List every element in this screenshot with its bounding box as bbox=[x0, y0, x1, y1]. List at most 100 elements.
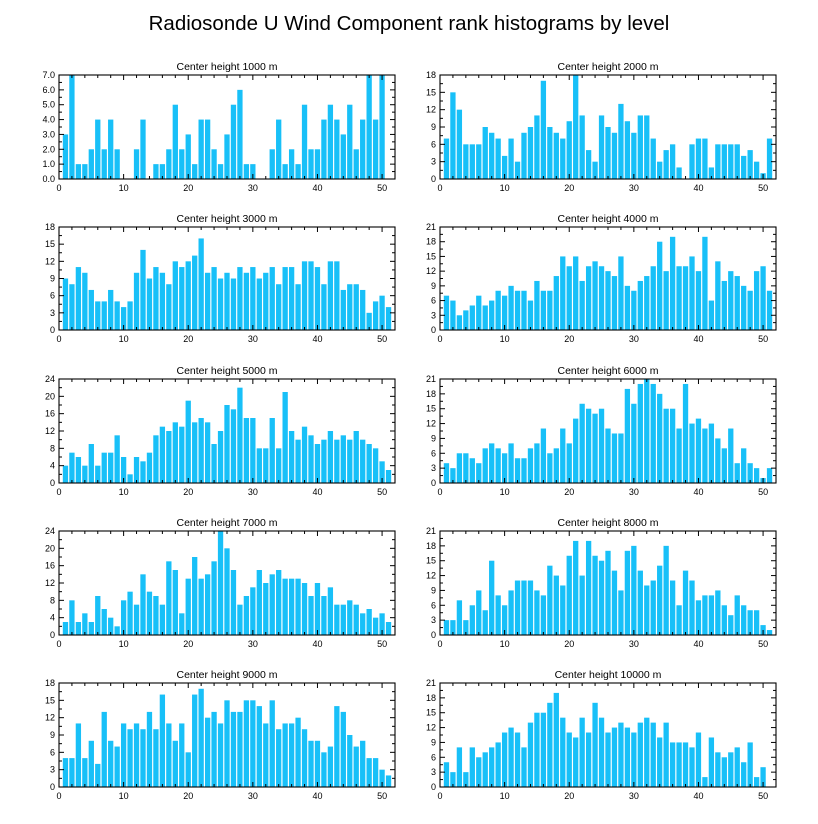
histogram-bar bbox=[295, 578, 301, 635]
histogram-bar bbox=[560, 585, 566, 635]
histogram-bar bbox=[101, 301, 107, 330]
histogram-bar bbox=[540, 80, 547, 179]
histogram-bar bbox=[321, 439, 327, 483]
y-tick-label: 6.0 bbox=[42, 85, 55, 95]
histogram-bar bbox=[120, 600, 127, 635]
histogram-bar bbox=[198, 578, 204, 635]
histogram-bar bbox=[243, 418, 250, 483]
histogram-bar bbox=[360, 289, 366, 330]
y-tick-label: 15 bbox=[426, 556, 436, 566]
histogram-bar bbox=[75, 723, 82, 787]
x-tick-label: 0 bbox=[56, 487, 61, 497]
histogram-bar bbox=[75, 622, 82, 635]
histogram-bar bbox=[179, 613, 185, 635]
histogram-bar bbox=[282, 392, 288, 483]
histogram-bar bbox=[301, 426, 308, 483]
histogram-bar bbox=[224, 134, 230, 179]
histogram-bar bbox=[527, 722, 534, 787]
histogram-bar bbox=[372, 617, 379, 635]
histogram-bar bbox=[566, 555, 572, 635]
histogram-bar bbox=[443, 620, 450, 635]
histogram-bar bbox=[308, 149, 314, 179]
histogram-bar bbox=[372, 119, 379, 179]
y-tick-label: 0 bbox=[50, 630, 55, 640]
y-tick-label: 9 bbox=[431, 737, 436, 747]
histogram-bar bbox=[721, 144, 727, 179]
y-tick-label: 18 bbox=[426, 70, 436, 80]
histogram-bar bbox=[108, 119, 114, 179]
histogram-bar bbox=[237, 604, 243, 635]
histogram-bar bbox=[282, 164, 288, 179]
x-tick-label: 0 bbox=[437, 487, 442, 497]
histogram-bar bbox=[611, 276, 618, 330]
histogram-bar bbox=[340, 711, 346, 787]
histogram-bar bbox=[172, 104, 178, 179]
x-tick-label: 10 bbox=[500, 639, 510, 649]
histogram-bar bbox=[140, 461, 146, 483]
histogram-bar bbox=[689, 580, 695, 635]
histogram-panel: Center height 2000 m 0 10 20 30 40 50 0 3 6 9 12 15 1… bbox=[426, 61, 777, 193]
histogram-bar bbox=[501, 732, 508, 787]
histogram-bar bbox=[469, 458, 475, 483]
histogram-bar bbox=[508, 138, 514, 179]
histogram-bar bbox=[140, 729, 146, 787]
y-tick-label: 8 bbox=[50, 595, 55, 605]
histogram-bar bbox=[101, 609, 107, 635]
histogram-bar bbox=[637, 115, 643, 179]
histogram-bar bbox=[237, 711, 243, 787]
histogram-panel: Center height 6000 m 0 10 20 30 40 50 0 3 6 9 12 15 1… bbox=[426, 365, 777, 497]
histogram-bar bbox=[728, 271, 734, 330]
histogram-bar bbox=[657, 393, 663, 483]
histogram-bar bbox=[263, 583, 269, 635]
histogram-bar bbox=[644, 717, 650, 787]
histogram-bar bbox=[508, 285, 514, 330]
histogram-bar bbox=[753, 468, 760, 483]
histogram-bar bbox=[741, 605, 747, 635]
histogram-bar bbox=[676, 167, 682, 179]
panel-title: Center height 8000 m bbox=[558, 517, 659, 529]
histogram-bar bbox=[204, 717, 211, 787]
histogram-bar bbox=[760, 266, 766, 330]
panel-title: Center height 7000 m bbox=[177, 517, 278, 529]
histogram-bar bbox=[295, 164, 301, 179]
histogram-bar bbox=[708, 167, 715, 179]
histogram-bar bbox=[353, 604, 359, 635]
histogram-bar bbox=[450, 620, 456, 635]
histogram-bar bbox=[172, 740, 178, 787]
histogram-bar bbox=[353, 284, 359, 330]
histogram-bar bbox=[585, 266, 592, 330]
histogram-bar bbox=[314, 583, 321, 635]
panel-title: Center height 2000 m bbox=[558, 61, 659, 73]
histogram-bar bbox=[263, 272, 269, 330]
y-tick-label: 21 bbox=[426, 374, 436, 384]
histogram-bar bbox=[340, 289, 346, 330]
histogram-bar bbox=[385, 622, 392, 635]
histogram-bar bbox=[476, 144, 482, 179]
histogram-bar bbox=[217, 723, 224, 787]
histogram-bar bbox=[288, 578, 295, 635]
histogram-bar bbox=[62, 758, 69, 787]
histogram-bar bbox=[237, 89, 243, 179]
histogram-bar bbox=[308, 261, 314, 330]
histogram-bar bbox=[456, 453, 463, 483]
x-tick-label: 10 bbox=[119, 791, 129, 801]
histogram-bar bbox=[521, 132, 527, 179]
histogram-bar bbox=[695, 271, 702, 330]
histogram-bar bbox=[192, 422, 198, 483]
x-tick-label: 0 bbox=[56, 639, 61, 649]
histogram-bar bbox=[327, 746, 334, 787]
histogram-bar bbox=[766, 468, 773, 483]
histogram-panel: Center height 7000 m 0 10 20 30 40 50 0 4 8 12 16 20… bbox=[45, 517, 396, 649]
histogram-panel: Center height 3000 m 0 10 20 30 40 50 0 3 6 9 12 15 1… bbox=[45, 213, 396, 344]
histogram-bar bbox=[75, 457, 82, 483]
histogram-bar bbox=[159, 694, 166, 787]
histogram-bar bbox=[708, 595, 715, 635]
histogram-bar bbox=[379, 75, 385, 179]
histogram-bar bbox=[256, 448, 262, 483]
histogram-panel: Center height 8000 m 0 10 20 30 40 50 0 3 6 9 12 15 1… bbox=[426, 517, 777, 649]
x-tick-label: 50 bbox=[758, 487, 768, 497]
x-tick-label: 30 bbox=[629, 334, 639, 344]
x-tick-label: 10 bbox=[119, 183, 129, 193]
y-tick-label: 0 bbox=[431, 630, 436, 640]
histogram-bar bbox=[88, 740, 94, 787]
